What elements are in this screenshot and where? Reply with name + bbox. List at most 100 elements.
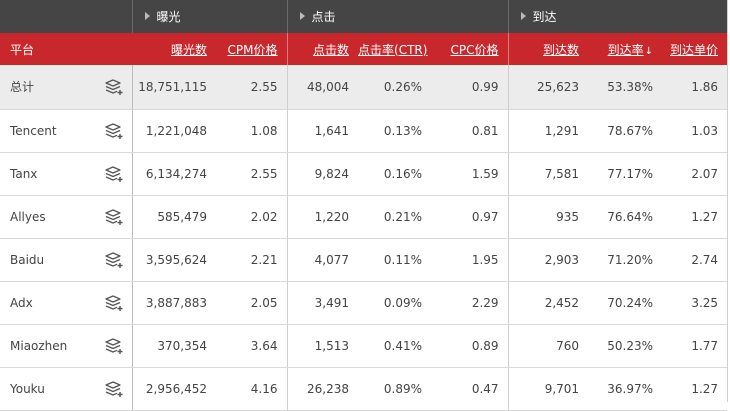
- row-action-cell: [93, 238, 133, 282]
- cell-arrival-rate: 78.67%: [588, 109, 663, 153]
- column-header-arrival-unit-price[interactable]: 到达单价: [662, 33, 728, 65]
- cell-ctr: 0.11%: [358, 238, 432, 282]
- column-header-ctr[interactable]: 点击率(CTR): [358, 33, 432, 65]
- table-row: Adx 3,887,883 2.05 3,491 0.09% 2.29 2,452 70.24…: [0, 281, 728, 325]
- cell-ctr: 0.09%: [358, 281, 432, 325]
- cell-cpc: 0.99: [431, 65, 509, 110]
- group-header-arrival[interactable]: 到达: [507, 0, 728, 33]
- cell-cpm: 4.16: [216, 367, 288, 411]
- cell-arrival-rate: 36.97%: [588, 367, 663, 411]
- column-header-arrival-rate[interactable]: 到达率↓: [588, 33, 663, 65]
- row-action-cell: [93, 65, 133, 110]
- cell-ctr: 0.89%: [358, 367, 432, 411]
- cell-clicks: 4,077: [286, 238, 359, 282]
- cell-impressions: 3,887,883: [132, 281, 216, 325]
- cell-ctr: 0.41%: [358, 324, 432, 368]
- cell-clicks: 48,004: [286, 65, 359, 110]
- cell-platform: Miaozhen: [0, 324, 93, 368]
- layers-plus-icon[interactable]: [104, 78, 124, 96]
- cell-cpm: 3.64: [216, 324, 288, 368]
- cell-arrivals: 9,701: [507, 367, 589, 411]
- cell-impressions: 6,134,274: [132, 152, 216, 196]
- sort-desc-icon[interactable]: ↓: [644, 45, 654, 57]
- cell-cpc: 0.81: [431, 109, 509, 153]
- cell-impressions: 18,751,115: [132, 65, 216, 110]
- cell-impressions: 370,354: [132, 324, 216, 368]
- cell-arrival-rate: 53.38%: [588, 65, 663, 110]
- group-header-row: 曝光 点击 到达: [0, 0, 728, 33]
- cell-cpm: 2.02: [216, 195, 288, 239]
- cell-clicks: 1,641: [286, 109, 359, 153]
- cell-clicks: 9,824: [286, 152, 359, 196]
- cell-arrival-rate: 77.17%: [588, 152, 663, 196]
- cell-arrival-rate: 71.20%: [588, 238, 663, 282]
- cell-arrivals: 2,903: [507, 238, 589, 282]
- layers-plus-icon[interactable]: [104, 208, 124, 226]
- cell-platform: Allyes: [0, 195, 93, 239]
- cell-clicks: 3,491: [286, 281, 359, 325]
- group-header-exposure[interactable]: 曝光: [132, 0, 288, 33]
- layers-plus-icon[interactable]: [104, 165, 124, 183]
- table-row: Youku 2,956,452 4.16 26,238 0.89% 0.47 9,701 36…: [0, 367, 728, 411]
- layers-plus-icon[interactable]: [104, 380, 124, 398]
- cell-cpc: 0.89: [431, 324, 509, 368]
- layers-plus-icon[interactable]: [104, 251, 124, 269]
- cell-arrivals: 7,581: [507, 152, 589, 196]
- cell-impressions: 3,595,624: [132, 238, 216, 282]
- column-header-impressions[interactable]: 曝光数: [132, 33, 216, 65]
- cell-clicks: 1,513: [286, 324, 359, 368]
- cell-platform: Baidu: [0, 238, 93, 282]
- column-header-cpm[interactable]: CPM价格: [216, 33, 288, 65]
- sort-link-impressions[interactable]: 曝光数: [170, 42, 207, 57]
- layers-plus-icon[interactable]: [104, 337, 124, 355]
- table-row: Baidu 3,595,624 2.21 4,077 0.11% 1.95 2,903 71.…: [0, 238, 728, 282]
- triangle-right-icon[interactable]: [299, 12, 305, 20]
- sort-link-cpc[interactable]: CPC价格: [450, 42, 499, 57]
- cell-arrivals: 25,623: [507, 65, 589, 110]
- triangle-right-icon[interactable]: [520, 12, 526, 20]
- row-action-cell: [93, 367, 133, 411]
- cell-platform: Youku: [0, 367, 93, 411]
- cell-cpm: 2.05: [216, 281, 288, 325]
- column-header-arrivals[interactable]: 到达数: [507, 33, 589, 65]
- table-row: Miaozhen 370,354 3.64 1,513 0.41% 0.89 760 50.2…: [0, 324, 728, 368]
- cell-cpc: 1.59: [431, 152, 509, 196]
- cell-platform: Tencent: [0, 109, 93, 153]
- cell-arrival-rate: 70.24%: [588, 281, 663, 325]
- sort-link-arrival-unit-price[interactable]: 到达单价: [670, 42, 719, 57]
- column-label-platform: 平台: [10, 42, 35, 57]
- sort-link-arrivals[interactable]: 到达数: [543, 42, 580, 57]
- cell-arrivals: 1,291: [507, 109, 589, 153]
- cell-impressions: 1,221,048: [132, 109, 216, 153]
- triangle-right-icon[interactable]: [144, 12, 150, 20]
- group-label-arrival: 到达: [532, 10, 557, 24]
- cell-cpm: 1.08: [216, 109, 288, 153]
- layers-plus-icon[interactable]: [104, 122, 124, 140]
- sort-link-ctr[interactable]: 点击率(CTR): [358, 42, 428, 57]
- group-header-platform: [0, 0, 133, 33]
- column-header-clicks[interactable]: 点击数: [286, 33, 359, 65]
- total-row: 总计 18,751,115 2.55 48,004 0.26% 0.99 25,623 53.…: [0, 65, 728, 110]
- row-action-cell: [93, 152, 133, 196]
- cell-ctr: 0.13%: [358, 109, 432, 153]
- group-header-click[interactable]: 点击: [286, 0, 509, 33]
- row-action-cell: [93, 281, 133, 325]
- cell-ctr: 0.16%: [358, 152, 432, 196]
- table-row: Tencent 1,221,048 1.08 1,641 0.13% 0.81 1,291 7…: [0, 109, 728, 153]
- cell-impressions: 2,956,452: [132, 367, 216, 411]
- group-label-exposure: 曝光: [156, 10, 181, 24]
- row-action-cell: [93, 195, 133, 239]
- layers-plus-icon[interactable]: [104, 294, 124, 312]
- sort-link-clicks[interactable]: 点击数: [313, 42, 350, 57]
- sort-link-cpm[interactable]: CPM价格: [227, 42, 278, 57]
- cell-cpc: 1.95: [431, 238, 509, 282]
- sort-link-arrival-rate[interactable]: 到达率: [607, 42, 644, 57]
- cell-cpm: 2.21: [216, 238, 288, 282]
- cell-ctr: 0.21%: [358, 195, 432, 239]
- cell-platform: Adx: [0, 281, 93, 325]
- cell-platform: 总计: [0, 65, 93, 110]
- group-label-click: 点击: [311, 10, 336, 24]
- column-header-cpc[interactable]: CPC价格: [431, 33, 509, 65]
- cell-arrival-rate: 76.64%: [588, 195, 663, 239]
